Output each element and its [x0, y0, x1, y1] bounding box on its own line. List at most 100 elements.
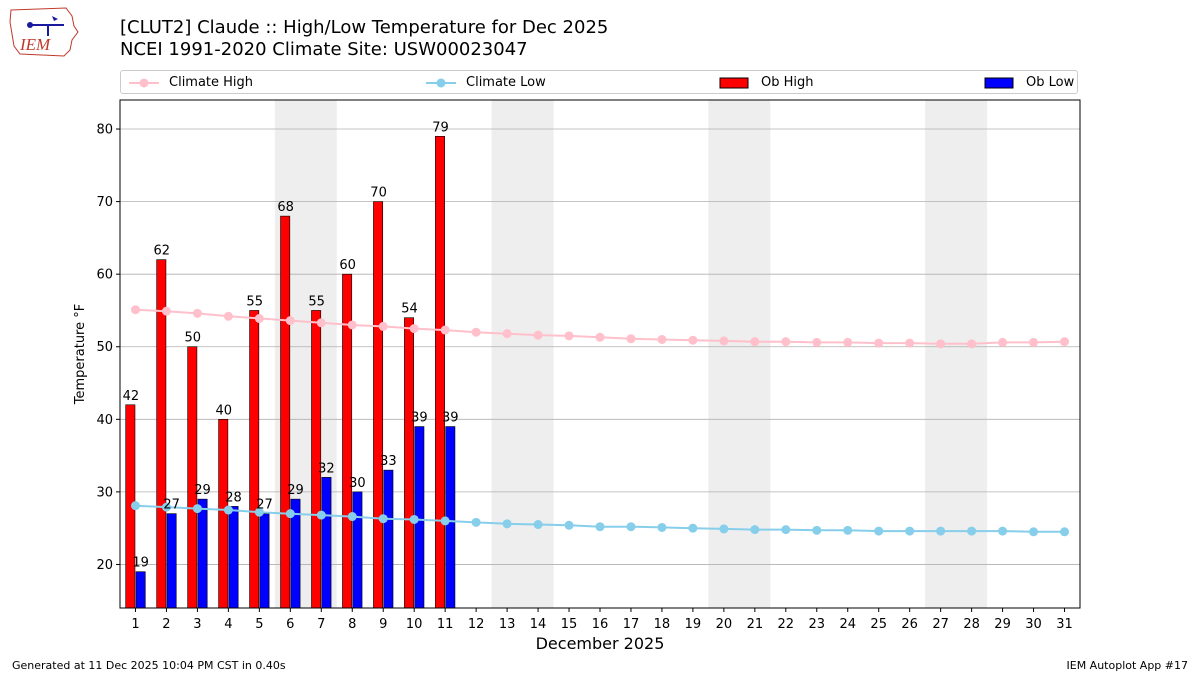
x-tick-label: 13 — [499, 617, 516, 632]
ob-low-label: 29 — [194, 483, 211, 498]
y-tick-label: 30 — [96, 485, 113, 500]
climate-high-point — [409, 324, 419, 334]
x-tick-label: 3 — [193, 617, 201, 632]
climate-high-point — [316, 318, 326, 328]
ob-high-bar — [435, 135, 445, 609]
climate-high-point — [843, 337, 853, 347]
ob-low-label: 39 — [411, 411, 428, 426]
x-tick-label: 19 — [685, 617, 702, 632]
climate-low-point — [1060, 527, 1070, 537]
climate-high-point — [626, 334, 636, 344]
climate-low-point — [843, 525, 853, 535]
chart-title: [CLUT2] Claude :: High/Low Temperature f… — [120, 17, 609, 38]
climate-high-point — [130, 305, 140, 315]
x-tick-label: 27 — [932, 617, 949, 632]
climate-low-point — [719, 524, 729, 534]
climate-low-point — [564, 520, 574, 530]
climate-high-point — [781, 337, 791, 347]
ob-high-bar — [404, 317, 414, 609]
climate-low-point — [812, 525, 822, 535]
climate-low-point — [409, 514, 419, 524]
x-tick-label: 17 — [623, 617, 640, 632]
weekend-shade — [925, 100, 988, 608]
climate-high-point — [750, 337, 760, 347]
climate-low-point — [750, 525, 760, 535]
x-axis-label: December 2025 — [536, 634, 665, 653]
climate-high-point — [378, 321, 388, 331]
x-tick-label: 21 — [747, 617, 764, 632]
climate-low-point — [688, 523, 698, 533]
x-tick-label: 23 — [809, 617, 826, 632]
ob-high-bar — [373, 201, 384, 609]
climate-low-point — [192, 504, 202, 514]
legend-climate-low-label: Climate Low — [466, 75, 546, 90]
y-tick-label: 20 — [96, 558, 113, 573]
x-tick-label: 24 — [839, 617, 856, 632]
climate-high-point — [440, 325, 450, 335]
x-tick-label: 5 — [255, 617, 263, 632]
x-tick-label: 29 — [994, 617, 1011, 632]
ob-low-bar — [352, 491, 363, 609]
ob-high-label: 62 — [154, 244, 171, 259]
ob-high-bar — [280, 215, 291, 609]
x-tick-label: 12 — [468, 617, 485, 632]
ob-low-bar — [321, 477, 332, 609]
climate-high-point — [502, 329, 512, 339]
y-tick-label: 50 — [96, 340, 113, 355]
iem-logo: IEM — [9, 7, 79, 57]
climate-low-point — [626, 522, 636, 532]
ob-low-label: 27 — [163, 498, 180, 513]
x-tick-label: 22 — [778, 617, 795, 632]
climate-high-point — [595, 332, 605, 342]
ob-low-label: 30 — [349, 476, 366, 491]
climate-low-point — [905, 526, 915, 536]
climate-high-point — [161, 306, 171, 316]
ob-low-label: 32 — [318, 461, 335, 476]
climate-low-point — [967, 526, 977, 536]
ob-low-bar — [197, 498, 208, 609]
weekend-shade — [708, 100, 771, 608]
x-tick-label: 30 — [1025, 617, 1042, 632]
climate-high-point — [1060, 337, 1070, 347]
climate-high-point — [285, 316, 295, 326]
chart-legend: Climate High Climate Low Ob High Ob Low — [120, 70, 1078, 94]
x-tick-label: 6 — [286, 617, 294, 632]
climate-low-point — [998, 526, 1008, 536]
ob-high-bar — [187, 346, 198, 609]
x-tick-label: 31 — [1056, 617, 1073, 632]
climate-low-point — [316, 510, 326, 520]
climate-high-point — [874, 338, 884, 348]
legend-ob-low-label: Ob Low — [1026, 75, 1075, 90]
climate-high-point — [657, 334, 667, 344]
ob-high-label: 55 — [246, 294, 263, 309]
chart-subtitle: NCEI 1991-2020 Climate Site: USW00023047 — [120, 39, 528, 60]
climate-high-point — [998, 337, 1008, 347]
x-tick-label: 2 — [162, 617, 170, 632]
ob-low-label: 33 — [380, 454, 397, 469]
ob-low-bar — [259, 513, 270, 609]
climate-high-point — [719, 336, 729, 346]
ob-low-label: 29 — [287, 483, 304, 498]
climate-high-point — [347, 320, 357, 330]
ob-low-bar — [166, 513, 177, 609]
x-tick-label: 9 — [379, 617, 387, 632]
legend-climate-high-label: Climate High — [169, 75, 254, 90]
temperature-chart: 2030405060708042625040556855607054791927… — [73, 99, 1081, 653]
climate-low-point — [1029, 527, 1039, 537]
x-tick-label: 4 — [224, 617, 232, 632]
x-tick-label: 11 — [437, 617, 454, 632]
ob-high-label: 50 — [185, 331, 202, 346]
climate-low-point — [285, 509, 295, 519]
ob-high-label: 54 — [401, 302, 418, 317]
climate-low-point — [378, 514, 388, 524]
ob-low-bar — [228, 506, 239, 609]
climate-high-point — [688, 335, 698, 345]
ob-low-label: 28 — [225, 490, 242, 505]
y-tick-label: 80 — [96, 123, 113, 138]
x-tick-label: 25 — [870, 617, 887, 632]
ob-high-label: 68 — [277, 200, 294, 215]
ob-high-label: 42 — [123, 389, 140, 404]
climate-low-point — [347, 512, 357, 522]
climate-high-point — [254, 313, 264, 323]
climate-low-point — [781, 525, 791, 535]
